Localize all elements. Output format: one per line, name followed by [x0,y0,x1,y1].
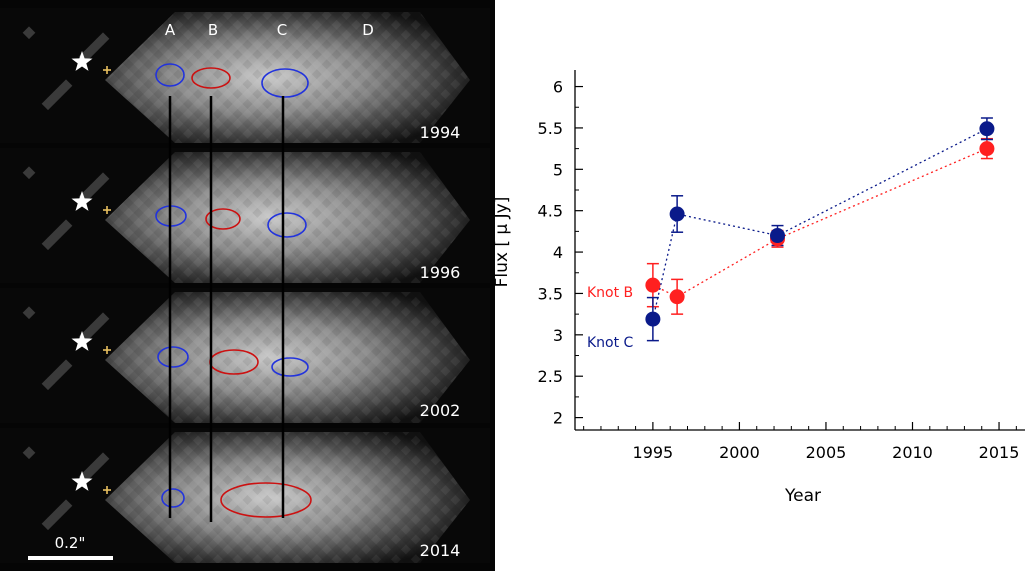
knot-c-data-point [669,206,685,222]
epoch-label-2002: 2002 [420,401,461,420]
knot-a-contour [155,63,185,87]
x-axis-title: Year [784,486,821,506]
knot-c-contour [267,212,307,238]
star-marker-icon [71,471,93,491]
x-tick-label: 2000 [719,443,760,462]
y-axis-title: Flux [ μ Jy] [495,197,512,288]
x-tick-label: 1995 [633,443,674,462]
y-tick-label: 5 [553,160,563,179]
plus-marker-icon [103,346,111,354]
star-marker-icon [71,51,93,71]
knot-c-data-point [645,311,661,327]
scale-bar-label: 0.2" [55,534,86,552]
knot-b-data-point [979,141,995,157]
knot-c-contour [271,357,309,377]
epoch-image-row [0,8,490,143]
knot-image-panel: A B C D 1994 1996 2002 2014 0.2" [0,0,495,571]
y-tick-label: 3.5 [538,284,563,303]
star-marker-icon [71,331,93,351]
knot-c-series-label: Knot C [587,335,634,351]
y-tick-label: 3 [553,326,563,345]
knot-c-contour [261,68,309,98]
plus-marker-icon [103,66,111,74]
y-tick-label: 5.5 [538,119,563,138]
knot-c-data-point [979,121,995,137]
knot-label-c: C [277,21,287,39]
knot-b-data-point [645,277,661,293]
epoch-image-row [0,428,490,563]
knot-c-data-point [770,228,785,244]
knot-b-series-label: Knot B [587,285,633,301]
epoch-image-row [0,288,490,423]
epoch-image-row [0,148,490,283]
x-tick-label: 2005 [806,443,847,462]
knot-c-series-line [652,128,988,320]
epoch-label-2014: 2014 [420,541,461,560]
flux-chart-panel: 2 2.5 3 3.5 4 4.5 5 5.5 6 1995 2000 2005 2010 2015 Fl… [492,0,1026,571]
knot-b-contour [220,482,312,518]
plus-marker-icon [103,486,111,494]
knot-b-data-point [669,289,685,305]
epoch-label-1994: 1994 [420,123,461,142]
knot-label-b: B [208,21,218,39]
y-tick-label: 4 [553,243,563,262]
x-tick-label: 2015 [979,443,1020,462]
knot-a-contour [157,346,189,368]
y-tick-label: 2.5 [538,367,563,386]
epoch-label-1996: 1996 [420,263,461,282]
star-marker-icon [71,191,93,211]
y-tick-label: 4.5 [538,202,563,221]
y-tick-label: 2 [553,409,563,428]
knot-b-contour [191,67,231,89]
knot-b-series-line [652,148,988,298]
knot-label-a: A [165,21,176,39]
flux-chart: 2 2.5 3 3.5 4 4.5 5 5.5 6 1995 2000 2005 2010 2015 Fl… [492,70,1025,506]
y-tick-label: 6 [553,78,563,97]
x-tick-label: 2010 [892,443,933,462]
knot-label-d: D [362,21,374,39]
knot-b-contour [205,208,241,230]
plus-marker-icon [103,206,111,214]
knot-a-contour [161,488,185,508]
